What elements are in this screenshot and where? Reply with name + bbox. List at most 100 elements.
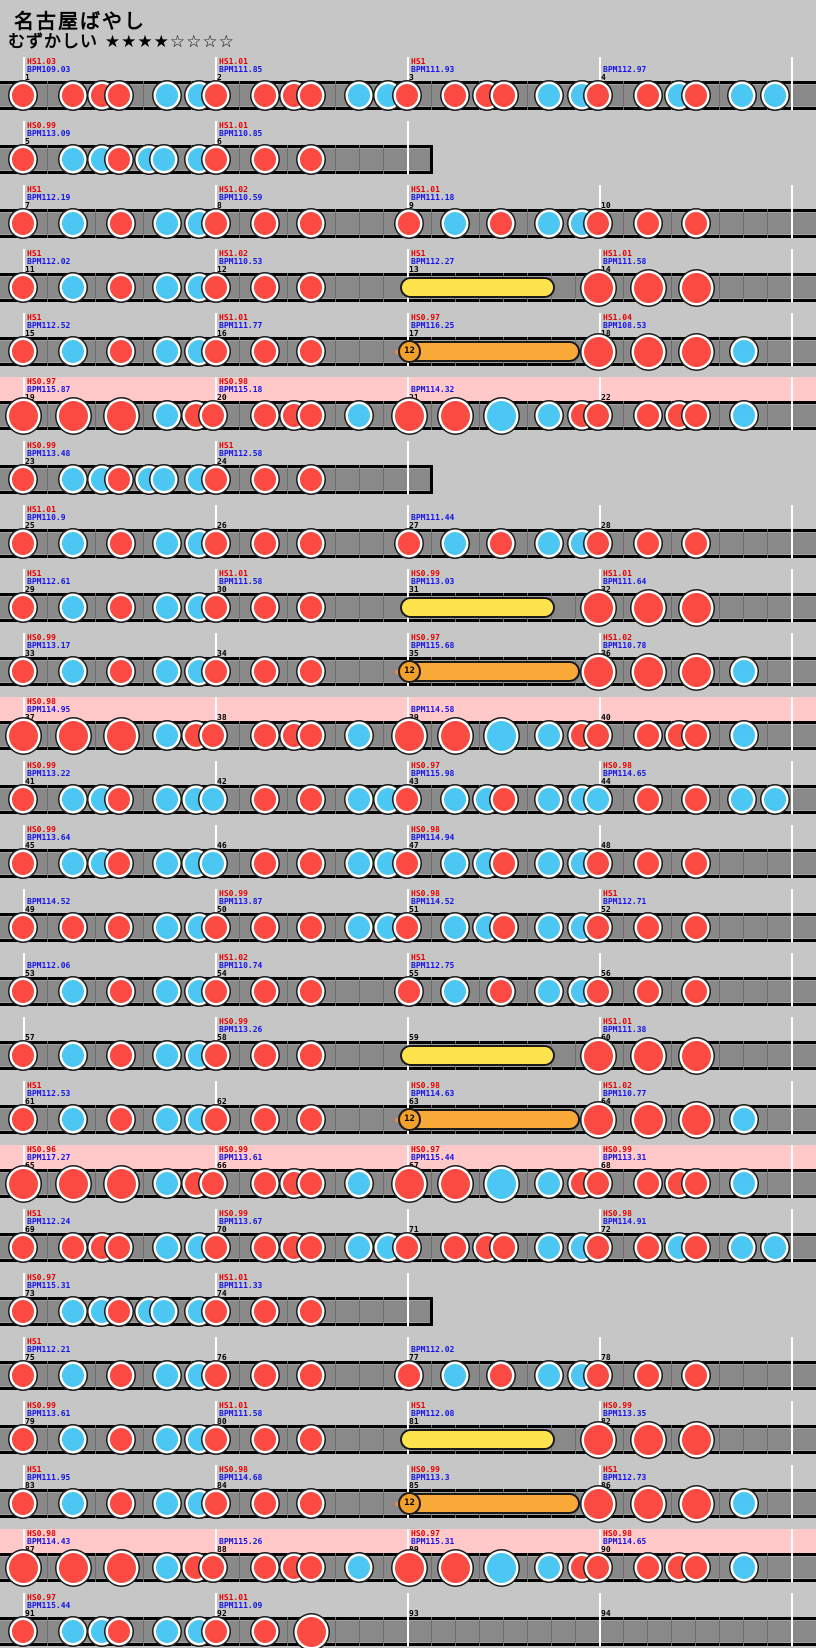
beat-grid-line [359, 977, 360, 1006]
don-note [205, 1044, 227, 1067]
ka-note [348, 84, 370, 107]
don-note [685, 852, 707, 875]
ka-note [188, 212, 210, 235]
beat-grid-line [671, 529, 672, 558]
ka-note [733, 340, 755, 363]
ka-note [62, 148, 84, 171]
hs-label: HS0.97 [27, 377, 56, 386]
bpm-label: BPM115.31 [27, 1281, 71, 1290]
beat-grid-line [479, 1553, 480, 1582]
ka-note [62, 1620, 84, 1643]
ka-note [62, 1492, 84, 1515]
hs-label: HS0.98 [603, 761, 632, 770]
don-note [476, 1236, 498, 1259]
don-note [396, 916, 418, 939]
beat-grid-line [335, 1489, 336, 1518]
measure-number: 91 [25, 1609, 35, 1618]
beat-grid-line [287, 849, 288, 878]
balloon-note [398, 1493, 580, 1514]
chart-row: HS1.03 BPM109.03 1 HS1.01 BPM111.85 2 HS1 BPM11… [0, 55, 816, 119]
bpm-label: BPM113.64 [27, 833, 71, 842]
ka-note [156, 340, 178, 363]
don-note [398, 212, 420, 235]
ka-note [733, 1492, 755, 1515]
don-note [12, 276, 34, 299]
beat-grid-line [359, 1489, 360, 1518]
beat-grid-line [623, 81, 624, 110]
measure-separator [215, 633, 217, 686]
don-note [637, 404, 659, 427]
don-note [205, 276, 227, 299]
bpm-label: BPM115.87 [27, 385, 71, 394]
measure-separator [407, 1209, 409, 1262]
measure-number: 85 [409, 1481, 419, 1490]
ka-note [156, 980, 178, 1003]
beat-grid-line [143, 1105, 144, 1134]
big-ka-note [486, 1168, 516, 1199]
beat-grid-line [623, 977, 624, 1006]
measure-separator [791, 1529, 793, 1582]
beat-grid-line [623, 1233, 624, 1262]
beat-grid-line [47, 337, 48, 366]
bpm-label: BPM111.44 [411, 513, 455, 522]
ka-note [188, 468, 210, 491]
bpm-label: BPM113.67 [219, 1217, 263, 1226]
beat-grid-line [95, 1361, 96, 1390]
don-note [637, 1364, 659, 1387]
hs-label: HS1.01 [219, 313, 248, 322]
don-note [12, 1044, 34, 1067]
beat-grid-line [287, 1361, 288, 1390]
measure-number: 55 [409, 969, 419, 978]
hs-label: HS0.98 [219, 1465, 248, 1474]
measure-number: 31 [409, 585, 419, 594]
don-note [12, 532, 34, 555]
measure-separator [23, 313, 25, 366]
don-note [12, 916, 34, 939]
ka-note [156, 916, 178, 939]
measure-number: 34 [217, 649, 227, 658]
bpm-label: BPM110.85 [219, 129, 263, 138]
measure-number: 5 [25, 137, 30, 146]
beat-grid-line [287, 1297, 288, 1326]
don-note [108, 1620, 130, 1643]
hs-label: HS0.98 [411, 825, 440, 834]
beat-grid-line [383, 465, 384, 494]
ka-note [538, 852, 560, 875]
beat-grid-line [767, 913, 768, 942]
don-note [587, 1172, 609, 1195]
ka-note [377, 84, 399, 107]
measure-separator [215, 313, 217, 366]
beat-grid-line [47, 657, 48, 686]
hs-label: HS0.98 [27, 1529, 56, 1538]
don-note [668, 404, 690, 427]
measure-number: 75 [25, 1353, 35, 1362]
bpm-label: BPM113.31 [603, 1153, 647, 1162]
hs-label: HS0.99 [411, 1465, 440, 1474]
hs-label: HS0.97 [411, 633, 440, 642]
beat-grid-line [431, 401, 432, 430]
measure-number: 15 [25, 329, 35, 338]
ka-note [156, 660, 178, 683]
hs-label: HS1 [219, 441, 234, 450]
bpm-label: BPM110.9 [27, 513, 66, 522]
ka-note [538, 404, 560, 427]
beat-grid-line [527, 1233, 528, 1262]
ka-note [538, 84, 560, 107]
ka-note [91, 788, 113, 811]
don-note [62, 84, 84, 107]
big-don-note [106, 1168, 136, 1199]
don-note [685, 1556, 707, 1579]
measure-separator [599, 889, 601, 942]
don-note [254, 148, 276, 171]
measure-separator [23, 953, 25, 1006]
beat-grid-line [527, 81, 528, 110]
ka-note [156, 1044, 178, 1067]
measure-number: 46 [217, 841, 227, 850]
beat-grid-line [335, 465, 336, 494]
beat-grid-line [431, 209, 432, 238]
measure-number: 71 [409, 1225, 419, 1234]
big-don-note [633, 1040, 663, 1071]
beat-grid-line [767, 1041, 768, 1070]
don-note [205, 1364, 227, 1387]
measure-separator [215, 1593, 217, 1646]
